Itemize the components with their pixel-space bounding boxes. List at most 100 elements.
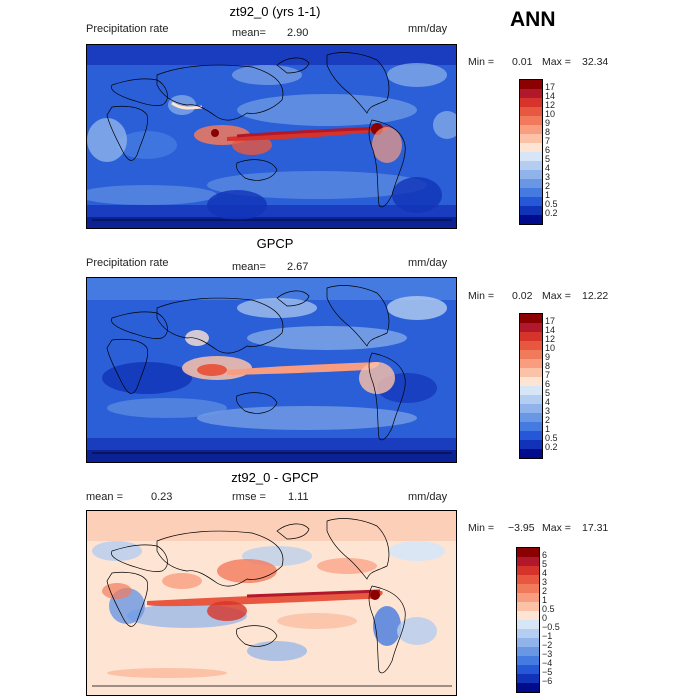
panel2-colorbar-swatch xyxy=(520,449,542,458)
panel2-colorbar-swatch xyxy=(520,323,542,332)
panel3-rmse-value: 1.11 xyxy=(288,491,309,503)
panel2-units: mm/day xyxy=(408,257,448,269)
panel3-mean-value: 0.23 xyxy=(151,491,173,503)
panel1-colorbar-tick-label: 1 xyxy=(545,190,551,200)
panel2-colorbar-swatch xyxy=(520,422,542,431)
panel3-colorbar-swatch xyxy=(517,557,539,566)
panel1-variable-label: Precipitation rate xyxy=(86,23,169,35)
panel2-colorbar-swatch xyxy=(520,413,542,422)
panel2-colorbar-tick-label: 0.2 xyxy=(545,442,558,452)
panel3-colorbar-tick-label: 3 xyxy=(542,577,548,587)
panel2-colorbar-tick-label: 14 xyxy=(545,325,556,335)
season-label: ANN xyxy=(510,8,556,31)
panel1-colorbar-swatch xyxy=(520,188,542,197)
panel3-colorbar-tick-label: −6 xyxy=(542,676,553,686)
panel1-colorbar-tick-label: 0.5 xyxy=(545,199,558,209)
panel3-colorbar-tick-label: 6 xyxy=(542,550,548,560)
panel2-colorbar-swatch xyxy=(520,341,542,350)
panel1-colorbar-swatch xyxy=(520,89,542,98)
panel3-colorbar-swatch xyxy=(517,548,539,557)
panel2-mean-label: mean= xyxy=(232,261,266,273)
panel2-colorbar-swatch xyxy=(520,395,542,404)
panel3-colorbar-tick-label: 4 xyxy=(542,568,548,578)
panel3-colorbar-swatch xyxy=(517,629,539,638)
panel3-units: mm/day xyxy=(408,491,448,503)
panel3-rmse-label: rmse = xyxy=(232,491,266,503)
panel1-colorbar-tick-label: 17 xyxy=(545,82,556,92)
panel3-colorbar-swatch xyxy=(517,647,539,656)
panel3-colorbar-swatch xyxy=(517,575,539,584)
panel3-colorbar-swatch xyxy=(517,611,539,620)
panel2-colorbar-swatch xyxy=(520,377,542,386)
panel2-max-label: Max = xyxy=(542,290,571,302)
panel1-colorbar-swatch xyxy=(520,170,542,179)
panel2-colorbar-tick-label: 2 xyxy=(545,415,551,425)
panel3-colorbar-tick-label: 1 xyxy=(542,595,548,605)
panel2-colorbar-tick-label: 6 xyxy=(545,379,551,389)
panel1-colorbar-swatch xyxy=(520,80,542,89)
panel2-colorbar-swatch xyxy=(520,314,542,323)
panel2-min-label: Min = xyxy=(468,290,494,302)
panel2-max-value: 12.22 xyxy=(582,290,609,302)
panel3-colorbar-tick-label: 0 xyxy=(542,613,548,623)
panel2-colorbar-tick-label: 8 xyxy=(545,361,551,371)
panel1-colorbar-swatch xyxy=(520,125,542,134)
panel1-colorbar-swatch xyxy=(520,134,542,143)
panel1-title: zt92_0 (yrs 1-1) xyxy=(229,4,321,19)
panel1-map xyxy=(86,44,457,229)
panel2-colorbar-swatch xyxy=(520,350,542,359)
panel3-colorbar-tick-label: −2 xyxy=(542,640,553,650)
panel2-colorbar-tick-label: 17 xyxy=(545,316,556,326)
panel2-colorbar-swatch xyxy=(520,440,542,449)
panel2-colorbar-swatch xyxy=(520,368,542,377)
panel2-title: GPCP xyxy=(256,236,294,251)
panel2-variable-label: Precipitation rate xyxy=(86,257,169,269)
panel2-colorbar-tick-label: 0.5 xyxy=(545,433,558,443)
panel2-colorbar-swatch xyxy=(520,359,542,368)
panel1-mean-label: mean= xyxy=(232,27,266,39)
panel3-mean-label: mean = xyxy=(86,491,123,503)
panel1-colorbar-tick-label: 8 xyxy=(545,127,551,137)
panel2-colorbar-tick-label: 12 xyxy=(545,334,556,344)
panel1-min-value: 0.01 xyxy=(512,56,533,68)
panel1-colorbar-tick-label: 10 xyxy=(545,109,556,119)
panel3-colorbar-swatch xyxy=(517,593,539,602)
panel3-colorbar-blocks xyxy=(516,547,540,693)
panel3-map xyxy=(86,510,457,696)
panel1-colorbar-swatch xyxy=(520,161,542,170)
panel1-max-label: Max = xyxy=(542,56,571,68)
panel3-colorbar-swatch xyxy=(517,665,539,674)
panel3-colorbar-swatch xyxy=(517,566,539,575)
panel1-colorbar-swatch xyxy=(520,152,542,161)
panel1-colorbar-swatch xyxy=(520,206,542,215)
panel1-colorbar-swatch xyxy=(520,116,542,125)
panel1-colorbar-tick-label: 0.2 xyxy=(545,208,558,218)
panel2-colorbar-tick-label: 1 xyxy=(545,424,551,434)
panel3-max-label: Max = xyxy=(542,522,571,534)
panel2-colorbar-tick-label: 4 xyxy=(545,397,551,407)
panel1-colorbar-blocks xyxy=(519,79,543,225)
panel2-mean-value: 2.67 xyxy=(287,261,309,273)
panel3-colorbar-tick-label: −0.5 xyxy=(542,622,560,632)
panel1-colorbar-swatch xyxy=(520,215,542,224)
panel1-colorbar-tick-label: 2 xyxy=(545,181,551,191)
panel2-colorbar-blocks xyxy=(519,313,543,459)
panel1-colorbar-tick-label: 14 xyxy=(545,91,556,101)
panel1-max-value: 32.34 xyxy=(582,56,609,68)
panel2-colorbar-tick-label: 5 xyxy=(545,388,551,398)
panel3-colorbar-tick-label: −3 xyxy=(542,649,553,659)
panel1-colorbar-tick-label: 6 xyxy=(545,145,551,155)
panel1-colorbar-swatch xyxy=(520,197,542,206)
panel2-colorbar-tick-label: 7 xyxy=(545,370,551,380)
panel1-colorbar-tick-label: 4 xyxy=(545,163,551,173)
panel2-colorbar-tick-label: 9 xyxy=(545,352,551,362)
panel3-colorbar-swatch xyxy=(517,620,539,629)
panel3-colorbar-swatch xyxy=(517,674,539,683)
panel1-colorbar-tick-label: 3 xyxy=(545,172,551,182)
panel3-colorbar-tick-label: 0.5 xyxy=(542,604,555,614)
panel2-colorbar-swatch xyxy=(520,386,542,395)
panel3-colorbar-tick-label: 5 xyxy=(542,559,548,569)
panel2-colorbar-tick-label: 10 xyxy=(545,343,556,353)
panel2-colorbar-swatch xyxy=(520,332,542,341)
panel3-colorbar-tick-label: −1 xyxy=(542,631,553,641)
